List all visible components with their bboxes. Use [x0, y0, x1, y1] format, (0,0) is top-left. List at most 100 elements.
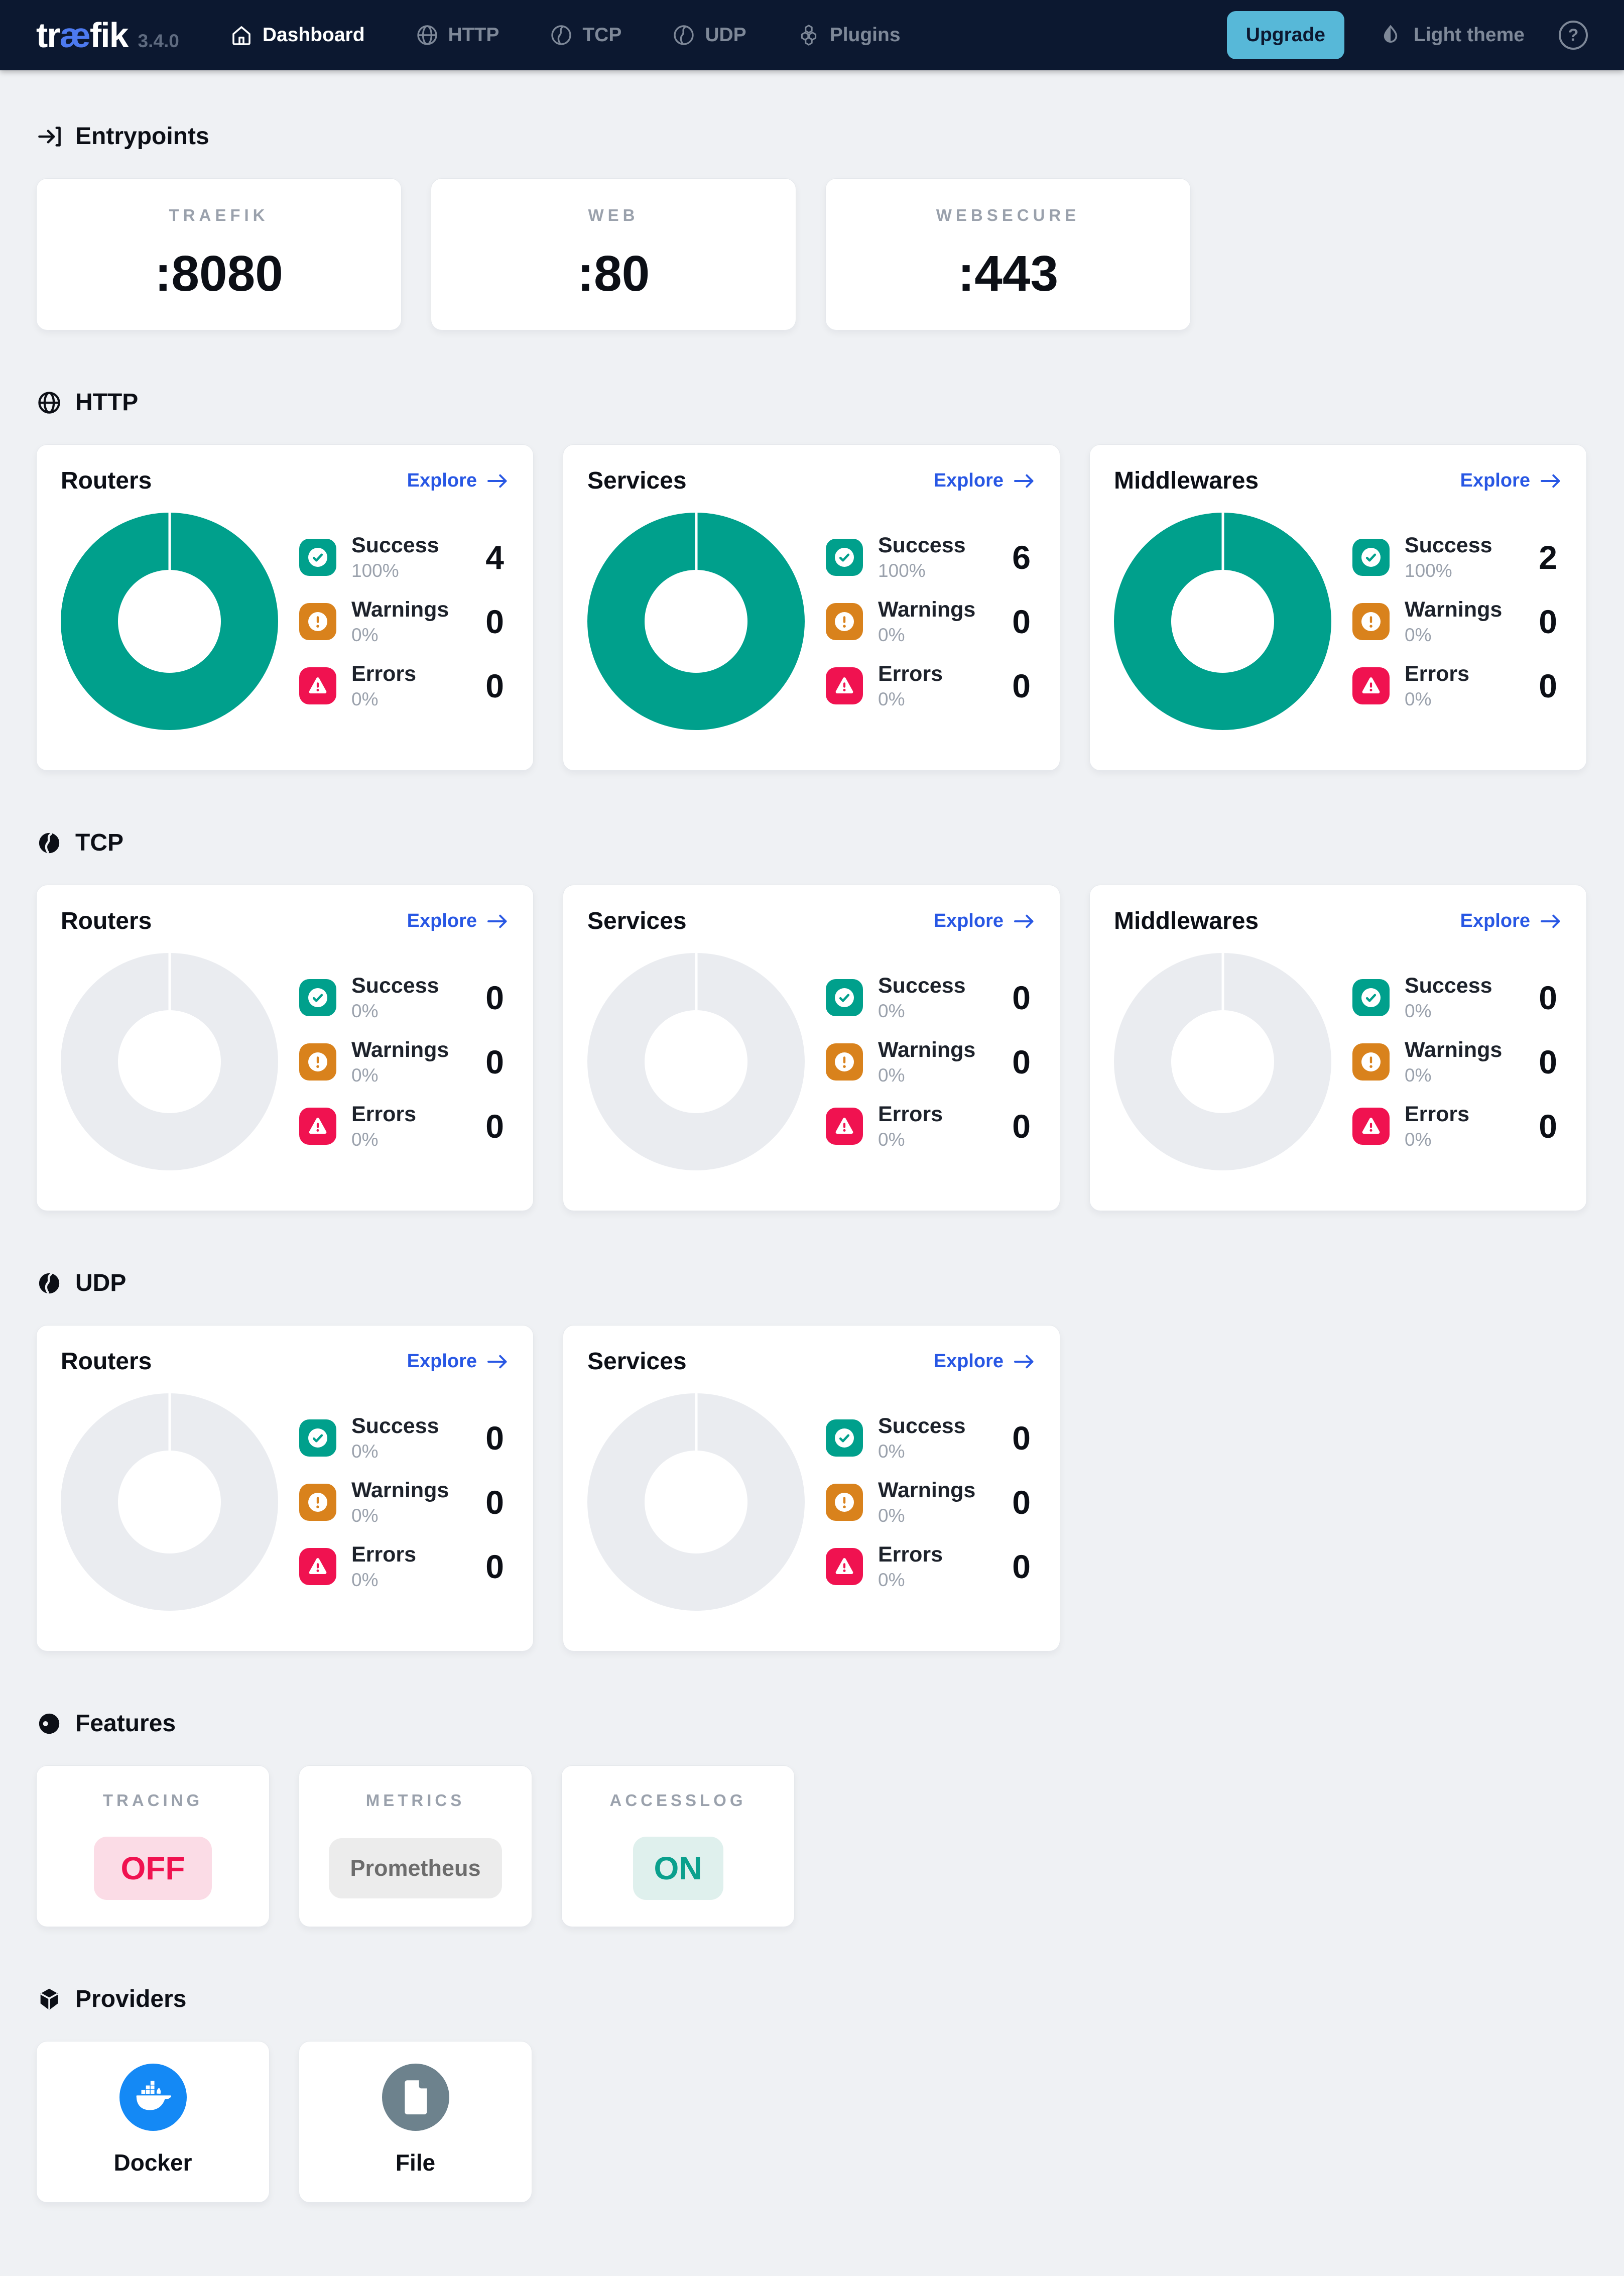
empty-donut-chart [1114, 953, 1331, 1170]
error-icon [826, 667, 863, 704]
entrypoint-port: :443 [957, 246, 1059, 302]
success-icon [826, 979, 863, 1016]
nav-label: Plugins [829, 24, 901, 46]
main-nav: Dashboard HTTP TCP UDP Plugins [229, 23, 901, 47]
explore-link[interactable]: Explore [934, 470, 1036, 492]
stat-row-warnings: Warnings 0% 0 [826, 1478, 1036, 1526]
card-title: Services [587, 1348, 687, 1375]
explore-link[interactable]: Explore [407, 910, 509, 932]
stat-label: Warnings [351, 1478, 449, 1502]
tcp-section: TCP Routers Explore Success 0% [36, 829, 1588, 1211]
upgrade-button[interactable]: Upgrade [1226, 11, 1344, 59]
docker-icon [119, 2064, 187, 2131]
explore-label: Explore [407, 470, 477, 491]
stat-percent: 0% [351, 1000, 379, 1021]
stat-row-warnings: Warnings 0% 0 [299, 1038, 509, 1086]
stat-value: 0 [485, 979, 504, 1016]
udp-services-card: Services Explore Success 0% 0 [563, 1325, 1060, 1651]
stat-percent: 0% [351, 1505, 379, 1526]
stat-label: Success [1405, 533, 1492, 557]
stat-label: Success [351, 533, 439, 557]
section-title-text: UDP [75, 1270, 127, 1296]
explore-label: Explore [933, 1351, 1004, 1372]
http-middlewares-card: Middlewares Explore Success 100% 2 [1089, 444, 1587, 771]
stat-label: Warnings [878, 597, 976, 622]
stats-list: Success 0% 0 Warnings 0% 0 Errors 0% 0 [299, 1414, 509, 1591]
feature-card-tracing: TRACING OFF [36, 1765, 270, 1927]
theme-label: Light theme [1414, 24, 1525, 46]
card-title: Routers [61, 467, 152, 494]
help-button[interactable]: ? [1559, 21, 1588, 50]
tcp-routers-card: Routers Explore Success 0% 0 [36, 885, 534, 1211]
stat-value: 0 [1012, 979, 1031, 1016]
nav-item-http[interactable]: HTTP [415, 23, 499, 47]
success-icon [1352, 979, 1390, 1016]
stat-row-success: Success 100% 4 [299, 533, 509, 581]
explore-label: Explore [933, 910, 1004, 931]
explore-link[interactable]: Explore [407, 470, 509, 492]
empty-donut-chart [587, 953, 805, 1170]
arrow-right-icon [1541, 474, 1560, 488]
stat-value: 0 [485, 1547, 504, 1585]
features-heading: Features [36, 1710, 1588, 1737]
stat-row-warnings: Warnings 0% 0 [299, 597, 509, 646]
explore-label: Explore [933, 470, 1004, 491]
warning-icon [299, 603, 336, 640]
stats-list: Success 100% 4 Warnings 0% 0 Errors 0% 0 [299, 533, 509, 710]
feature-name: ACCESSLOG [609, 1791, 746, 1810]
stat-percent: 0% [878, 1064, 905, 1086]
stat-value: 0 [1012, 1419, 1031, 1457]
section-title-text: Providers [75, 1986, 187, 2012]
stat-row-warnings: Warnings 0% 0 [299, 1478, 509, 1526]
stat-label: Warnings [1405, 1037, 1503, 1062]
stat-percent: 0% [878, 1441, 905, 1462]
tcp-cards: Routers Explore Success 0% 0 [36, 885, 1588, 1211]
stat-percent: 0% [1405, 624, 1432, 645]
http-services-card: Services Explore Success 100% 6 [563, 444, 1060, 771]
navbar-actions: Upgrade Light theme ? [1226, 11, 1588, 59]
globe-icon [417, 25, 437, 45]
card-title: Services [587, 467, 687, 494]
nav-label: TCP [582, 24, 622, 46]
explore-link[interactable]: Explore [1460, 910, 1562, 932]
entrypoint-card-traefik: TRAEFIK :8080 [36, 178, 402, 330]
stat-percent: 0% [878, 1505, 905, 1526]
stat-percent: 0% [351, 1569, 379, 1590]
stat-row-errors: Errors 0% 0 [826, 1102, 1036, 1150]
stats-list: Success 0% 0 Warnings 0% 0 Errors 0% 0 [826, 1414, 1036, 1591]
traefik-logo[interactable]: træfik 3.4.0 [36, 15, 179, 55]
udp-pipe-icon [39, 1272, 60, 1293]
explore-link[interactable]: Explore [407, 1351, 509, 1372]
stat-row-warnings: Warnings 0% 0 [826, 597, 1036, 646]
tcp-middlewares-card: Middlewares Explore Success 0% 0 [1089, 885, 1587, 1211]
explore-label: Explore [407, 1351, 477, 1372]
globe-icon [38, 391, 60, 414]
explore-link[interactable]: Explore [934, 910, 1036, 932]
nav-item-tcp[interactable]: TCP [549, 23, 621, 47]
feature-name: TRACING [102, 1791, 203, 1810]
tcp-heading: TCP [36, 829, 1588, 857]
entrypoint-port: :8080 [155, 246, 283, 302]
stat-percent: 0% [1405, 1129, 1432, 1150]
stat-percent: 0% [1405, 688, 1432, 709]
nav-item-dashboard[interactable]: Dashboard [229, 23, 365, 47]
theme-toggle-button[interactable]: Light theme [1376, 23, 1528, 48]
stat-value: 2 [1539, 538, 1557, 576]
stat-value: 0 [1012, 1483, 1031, 1521]
section-title-text: Features [75, 1710, 176, 1737]
error-icon [299, 1107, 336, 1145]
explore-link[interactable]: Explore [1460, 470, 1562, 492]
nav-item-plugins[interactable]: Plugins [797, 23, 901, 47]
providers-cube-icon [40, 1988, 58, 2010]
stat-row-errors: Errors 0% 0 [1352, 1102, 1562, 1150]
success-icon [299, 538, 336, 576]
success-donut-chart [1114, 513, 1331, 730]
contrast-droplet-icon [1384, 25, 1398, 43]
error-icon [826, 1107, 863, 1145]
nav-item-udp[interactable]: UDP [672, 23, 746, 47]
entrypoints-heading: Entrypoints [36, 123, 1588, 150]
stat-row-success: Success 0% 0 [299, 974, 509, 1022]
card-title: Routers [61, 1348, 152, 1375]
stats-list: Success 0% 0 Warnings 0% 0 Errors 0% 0 [1352, 974, 1562, 1150]
explore-link[interactable]: Explore [934, 1351, 1036, 1372]
